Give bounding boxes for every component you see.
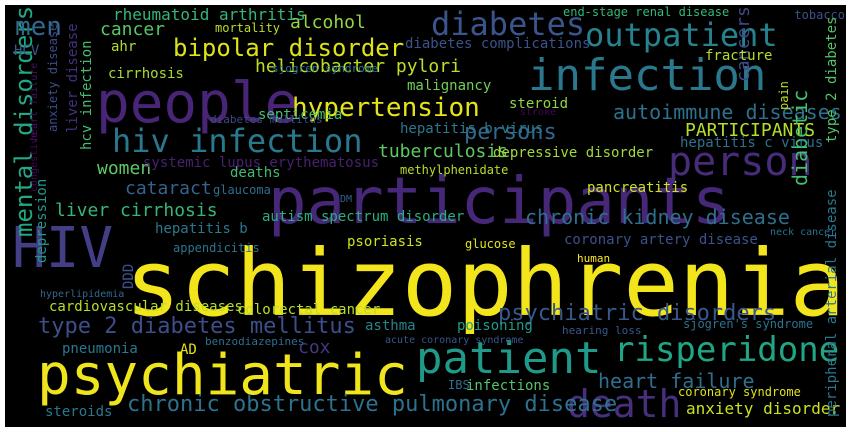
word-infections: infections <box>466 378 551 394</box>
word-malignancy: malignancy <box>407 78 492 94</box>
word-heart-failure: heart failure <box>598 369 755 393</box>
word-methylphenidate: methylphenidate <box>400 163 509 177</box>
word-glucose: glucose <box>465 237 516 251</box>
word-schizophrenia: schizophrenia <box>124 230 845 337</box>
word-psychiatric-disorders: psychiatric disorders <box>498 301 777 326</box>
word-dm: DM <box>340 194 353 205</box>
word-psychiatric: psychiatric <box>37 343 408 408</box>
word-ddd: DDD <box>121 263 137 289</box>
word-cirrhosis: cirrhosis <box>108 66 184 82</box>
word-coronary-artery-disease: coronary artery disease <box>564 232 758 248</box>
word-sjogren-syndrome: sjogren syndrome <box>272 62 378 75</box>
word-cancers: cancers <box>733 6 754 82</box>
word-colorectal-cancer: colorectal cancer <box>237 302 381 318</box>
word-tobacco: tobacco <box>794 8 845 22</box>
word-pancreatitis: pancreatitis <box>587 180 689 196</box>
word-risperidone: risperidone <box>614 330 840 370</box>
word-peripheral-arterial-disease: peripheral arterial disease <box>824 189 840 417</box>
word-anxiety-disorder: anxiety disorder <box>686 399 841 418</box>
word-coronary-syndrome: coronary syndrome <box>678 385 801 399</box>
word-human: human <box>577 252 611 265</box>
word-person: person <box>668 139 813 185</box>
word-diabetes-mellitus: diabetes mellitus <box>210 113 323 126</box>
word-appendicitis: appendicitis <box>173 241 260 255</box>
word-hearing-loss: hearing loss <box>562 324 642 337</box>
word-cardiovascular-diseases: cardiovascular diseases <box>49 299 243 315</box>
word-cox: cox <box>298 337 331 358</box>
word-helicobacter-pylori: helicobacter pylori <box>255 56 461 77</box>
word-systemic-lupus-erythematosus: systemic lupus erythematosus <box>143 155 380 171</box>
word-tuberculosis: tuberculosis <box>378 141 509 162</box>
word-stroke: stroke <box>520 107 557 118</box>
word-diabetes-complications: diabetes complications <box>405 36 591 52</box>
word-asthma: asthma <box>365 318 416 334</box>
word-diabetes: diabetes <box>431 5 586 43</box>
word-hiv-infection: hiv infection <box>112 122 363 160</box>
word-pneumonia: pneumonia <box>62 341 138 357</box>
word-people: people <box>96 71 299 136</box>
word-glaucoma: glaucoma <box>213 183 271 197</box>
word-deaths: deaths <box>230 165 281 181</box>
word-hyperlipidemia: hyperlipidemia <box>40 289 125 300</box>
word-participants: PARTICIPANTS <box>685 120 816 141</box>
word-poisoning: poisoning <box>457 318 533 334</box>
word-type-2-diabetes: type 2 diabetes <box>824 16 840 143</box>
word-ahr: ahr <box>111 39 137 55</box>
word-type-2-diabetes-mellitus: type 2 diabetes mellitus <box>38 314 356 339</box>
word-mortality: mortality <box>215 21 281 35</box>
word-pain: pain <box>777 81 791 110</box>
word-liver-cirrhosis: liver cirrhosis <box>55 200 218 221</box>
word-benzodiazepines: benzodiazepines <box>205 335 305 348</box>
word-death: death <box>567 382 682 426</box>
word-outpatient: outpatient <box>585 16 778 54</box>
word-acute-coronary-syndrome: acute coronary syndrome <box>385 335 524 346</box>
word-autoimmune-diseases: autoimmune diseases <box>613 100 842 124</box>
word-rheumatoid-arthritis: rheumatoid arthritis <box>113 5 306 24</box>
word-hepatitis-b-virus: hepatitis b virus <box>400 121 544 137</box>
word-alcohol: alcohol <box>290 12 366 33</box>
word-hiv: HIV <box>12 216 114 281</box>
word-hepatitis-c-virus: hepatitis c virus <box>680 135 824 151</box>
word-women: women <box>97 158 152 179</box>
word-persons: persons <box>464 120 557 145</box>
word-autism-spectrum-disorder: autism spectrum disorder <box>262 209 465 225</box>
word-cancer: cancer <box>100 19 166 40</box>
word-sjogren-s-syndrome: sjogren's syndrome <box>683 317 814 331</box>
word-depressive-disorder: depressive disorder <box>493 145 654 161</box>
word-men: men <box>15 12 62 42</box>
word-liver-disease: liver disease <box>65 23 81 133</box>
word-hypertension: hypertension <box>292 93 480 123</box>
word-cloud-background <box>5 5 846 427</box>
word-hcv: HCV <box>14 43 40 59</box>
word-heart-failure: heart failure <box>29 62 40 141</box>
word-steroids: steroids <box>45 404 113 420</box>
word-septicemia: septicemia <box>258 107 343 123</box>
word-ibs: IBS <box>448 378 470 392</box>
word-neck-cancer: neck cancer <box>770 227 837 238</box>
word-chronic-obstructive-pulmonary-disease: chronic obstructive pulmonary disease <box>127 392 618 417</box>
word-cataract: cataract <box>125 178 212 199</box>
word-anxiety-disease: anxiety disease <box>46 23 60 132</box>
word-patient: patient <box>416 333 602 384</box>
word-steroid: steroid <box>509 96 569 112</box>
word-ad: AD <box>180 342 197 358</box>
word-chronic-kidney-disease: chronic kidney disease <box>525 205 790 229</box>
word-hcv-infection: hcv infection <box>79 40 95 150</box>
word-infection: infection <box>528 50 767 101</box>
word-congestive: congestive <box>29 131 40 192</box>
word-fracture: fracture <box>705 48 773 64</box>
word-participants: participants <box>268 165 731 239</box>
word-psoriasis: psoriasis <box>347 234 423 250</box>
word-end-stage-renal-disease: end-stage renal disease <box>563 5 730 19</box>
word-bipolar-disorder: bipolar disorder <box>173 34 405 62</box>
word-hepatitis-b: hepatitis b <box>155 221 248 237</box>
